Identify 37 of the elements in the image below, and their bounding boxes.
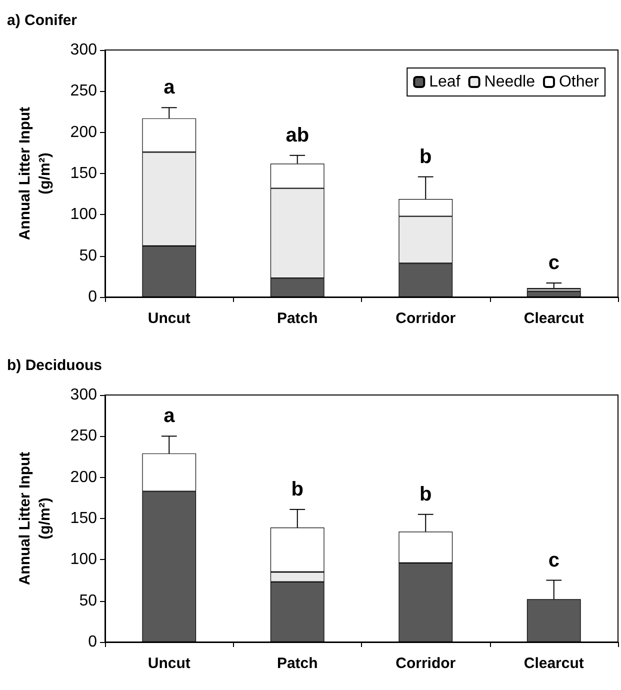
x-tick-label: Clearcut bbox=[524, 655, 584, 672]
legend-label: Leaf bbox=[429, 74, 461, 90]
y-tick-label: 100 bbox=[70, 206, 98, 224]
chart-title: a) Conifer bbox=[7, 12, 78, 29]
y-tick-label: 50 bbox=[79, 247, 98, 264]
x-tick-label: Corridor bbox=[396, 655, 456, 672]
annotation: a bbox=[164, 405, 176, 428]
y-tick-label: 0 bbox=[88, 288, 98, 306]
x-tick-label: Patch bbox=[276, 310, 318, 327]
x-tick-label: Clearcut bbox=[524, 310, 584, 327]
y-tick-label: 200 bbox=[70, 124, 98, 141]
y-tick-label: 200 bbox=[70, 468, 98, 486]
x-tick-label: Patch bbox=[276, 655, 318, 672]
annotation: c bbox=[548, 252, 560, 274]
y-tick-label: 300 bbox=[70, 42, 98, 58]
x-tick-label: Uncut bbox=[148, 310, 190, 327]
legend-label: Needle bbox=[484, 74, 536, 90]
x-tick-label: Uncut bbox=[148, 655, 190, 672]
annotation: ab bbox=[286, 124, 310, 146]
annotation: a bbox=[164, 76, 176, 99]
y-tick-label: 150 bbox=[70, 510, 98, 527]
y-tick-label: 250 bbox=[70, 82, 98, 100]
y-axis-title: Annual Litter Input (g/m²) bbox=[16, 106, 54, 240]
y-tick-label: 50 bbox=[79, 592, 98, 610]
annotation: b bbox=[420, 483, 432, 506]
x-tick-label: Corridor bbox=[396, 310, 456, 327]
y-tick-label: 150 bbox=[70, 165, 98, 182]
chart-title: b) Deciduous bbox=[7, 357, 102, 374]
y-tick-label: 250 bbox=[70, 428, 98, 445]
y-tick-label: 100 bbox=[70, 551, 98, 568]
y-tick-label: 300 bbox=[70, 386, 98, 404]
y-tick-label: 0 bbox=[88, 634, 98, 650]
annotation: c bbox=[548, 549, 560, 572]
annotation: b bbox=[420, 146, 432, 168]
legend-label: Other bbox=[558, 74, 600, 90]
y-axis-title: Annual Litter Input (g/m²) bbox=[16, 452, 54, 586]
annotation: b bbox=[291, 478, 304, 500]
